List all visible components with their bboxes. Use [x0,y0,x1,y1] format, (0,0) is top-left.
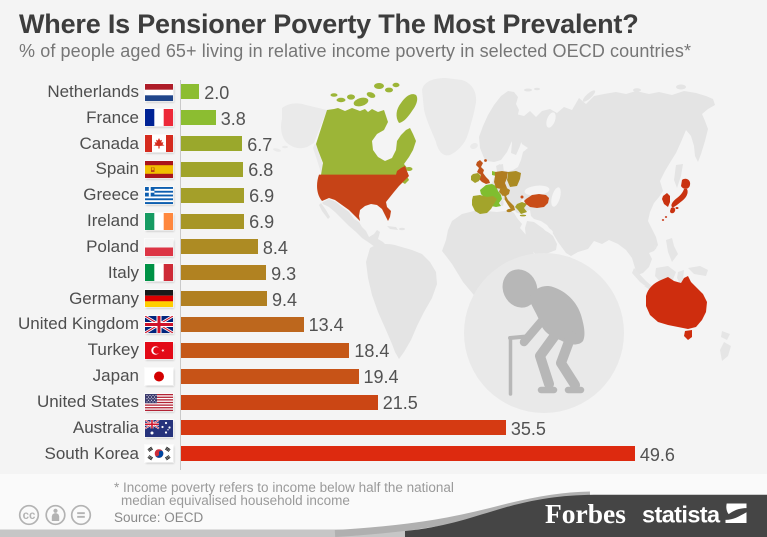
svg-text:cc: cc [23,510,36,522]
svg-text:statista: statista [642,502,721,528]
svg-text:Forbes: Forbes [545,498,626,529]
